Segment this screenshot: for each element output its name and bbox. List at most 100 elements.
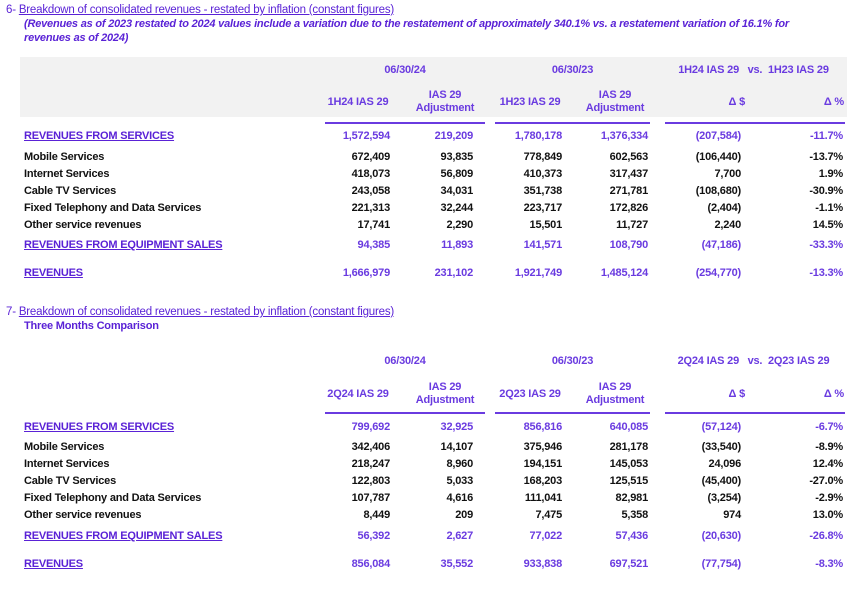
row-label: Fixed Telephony and Data Services (24, 202, 202, 214)
row-value: 697,521 (609, 558, 649, 570)
row-value: 640,085 (609, 421, 649, 433)
header-col-5: Δ % (823, 96, 844, 108)
table-row: Cable TV Services 243,058 34,031 351,738 271… (0, 185, 847, 200)
section6-title: Breakdown of consolidated revenues - res… (18, 4, 395, 16)
row-value: -11.7% (809, 130, 843, 142)
row-value: 602,563 (609, 151, 649, 163)
table-row: REVENUES FROM EQUIPMENT SALES 56,392 2,627… (0, 530, 847, 545)
row-value: 11,893 (441, 239, 473, 251)
row-value: 1.9% (818, 168, 843, 180)
row-label: Mobile Services (24, 151, 105, 163)
row-value: 168,203 (523, 475, 563, 487)
row-value: 243,058 (351, 185, 391, 197)
row-value: 271,781 (609, 185, 649, 197)
header-col-0: 1H24 IAS 29 (327, 96, 389, 108)
row-label: Cable TV Services (24, 475, 116, 487)
header-col-2: 1H23 IAS 29 (499, 96, 561, 108)
row-value: (3,254) (707, 492, 742, 504)
row-value: 974 (723, 509, 741, 521)
row-value: 4,616 (446, 492, 473, 504)
section7-subtitle: Three Months Comparison (24, 320, 159, 332)
row-value: 108,790 (609, 239, 649, 251)
table-row: REVENUES 856,084 35,552 933,838 697,521 (77,7… (0, 558, 847, 573)
row-value: 856,816 (523, 421, 563, 433)
row-value: (2,404) (707, 202, 742, 214)
section7-number: 7- (6, 306, 16, 318)
row-value: 141,571 (523, 239, 563, 251)
row-label: REVENUES (24, 267, 83, 279)
row-value: -1.1% (815, 202, 843, 214)
row-value: 799,692 (351, 421, 391, 433)
row-value: 56,809 (440, 168, 474, 180)
row-value: -6.7% (815, 421, 843, 433)
row-label: REVENUES FROM EQUIPMENT SALES (24, 239, 223, 251)
row-value: 8,449 (363, 509, 390, 521)
row-value: -26.8% (809, 530, 843, 542)
table-row: Cable TV Services 122,803 5,033 168,203 125,… (0, 475, 847, 490)
row-value: (33,540) (701, 441, 742, 453)
row-value: 14.5% (812, 219, 843, 231)
row-value: 14,107 (440, 441, 474, 453)
row-value: 1,485,124 (600, 267, 648, 279)
row-value: -27.0% (809, 475, 843, 487)
row-value: 13.0% (812, 509, 843, 521)
row-value: 194,151 (523, 458, 563, 470)
row-value: 221,313 (351, 202, 391, 214)
row-value: 94,385 (357, 239, 391, 251)
row-value: 342,406 (351, 441, 391, 453)
row-value: 107,787 (351, 492, 391, 504)
header-col-4: Δ $ (728, 96, 746, 108)
row-value: 5,033 (446, 475, 473, 487)
row-label: Internet Services (24, 168, 110, 180)
row-value: 1,780,178 (514, 130, 562, 142)
row-value: 418,073 (351, 168, 391, 180)
section6-header-background (20, 57, 847, 117)
row-value: 7,475 (535, 509, 562, 521)
row-value: 209 (455, 509, 473, 521)
table-row: Mobile Services 342,406 14,107 375,946 281,1… (0, 441, 847, 456)
header-comparison: 1H24 IAS 29 vs. 1H23 IAS 29 (678, 64, 829, 76)
table-row: Mobile Services 672,409 93,835 778,849 602,5… (0, 151, 847, 166)
header-underline (325, 122, 485, 124)
header-col-1: IAS 29 Adjustment (415, 381, 475, 406)
table-row: Other service revenues 8,449 209 7,475 5,358… (0, 509, 847, 524)
section6-note-line1: (Revenues as of 2023 restated to 2024 va… (24, 18, 789, 30)
header-underline (665, 412, 845, 414)
section6-heading: 6- Breakdown of consolidated revenues - … (6, 4, 394, 16)
row-value: 672,409 (351, 151, 391, 163)
header-col-1: IAS 29 Adjustment (415, 89, 475, 114)
row-label: Cable TV Services (24, 185, 116, 197)
row-value: 82,981 (615, 492, 649, 504)
row-value: (77,754) (701, 558, 742, 570)
row-value: 122,803 (351, 475, 391, 487)
header-col-4: Δ $ (728, 388, 746, 400)
row-value: 219,209 (434, 130, 474, 142)
row-value: 5,358 (621, 509, 648, 521)
row-value: 125,515 (609, 475, 649, 487)
row-value: -8.3% (815, 558, 843, 570)
row-value: 32,925 (440, 421, 474, 433)
row-label: Fixed Telephony and Data Services (24, 492, 202, 504)
row-value: (106,440) (695, 151, 741, 163)
section7-title: Breakdown of consolidated revenues - res… (18, 306, 395, 318)
row-value: 351,738 (523, 185, 563, 197)
section6-number: 6- (6, 4, 16, 16)
row-value: 856,084 (351, 558, 391, 570)
table-row: Other service revenues 17,741 2,290 15,501 1… (0, 219, 847, 234)
row-value: 8,960 (446, 458, 473, 470)
row-value: 12.4% (812, 458, 843, 470)
row-value: 93,835 (440, 151, 474, 163)
row-value: -8.9% (815, 441, 843, 453)
header-date-prior: 06/30/23 (551, 64, 594, 76)
row-label: REVENUES FROM SERVICES (24, 421, 175, 433)
row-value: 2,627 (446, 530, 473, 542)
section7-heading: 7- Breakdown of consolidated revenues - … (6, 306, 394, 318)
row-value: (57,124) (701, 421, 742, 433)
row-value: 317,437 (609, 168, 649, 180)
row-value: 2,290 (446, 219, 473, 231)
row-value: 1,376,334 (600, 130, 648, 142)
row-value: -2.9% (815, 492, 843, 504)
row-value: 933,838 (523, 558, 563, 570)
row-value: (207,584) (695, 130, 741, 142)
table-row: REVENUES FROM SERVICES 1,572,594 219,209 1,… (0, 130, 847, 145)
